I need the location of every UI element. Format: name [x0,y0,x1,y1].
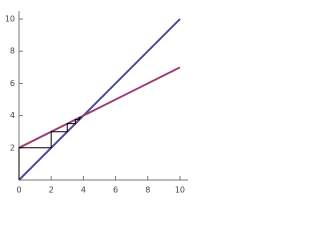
y-tick-label: 2 [10,143,15,152]
x-tick-label: 2 [49,186,54,195]
x-tick-label: 4 [81,186,86,195]
x-tick-label: 8 [145,186,150,195]
x-tick-label: 10 [175,186,185,195]
series-line [18,117,82,180]
y-tick-label: 4 [10,111,15,120]
series-line [18,18,181,181]
y-tick-label: 8 [10,47,15,56]
page: {"chart_data": {"type": "line", "series"… [4,11,188,195]
x-tick-label: 0 [16,186,21,195]
y-tick-label: 10 [5,15,15,24]
y-tick-label: 6 [10,79,15,88]
series-line [18,66,181,149]
chart: 0 2 4 6 8 10 2 4 6 8 10 [5,11,188,195]
x-tick-label: 6 [113,186,118,195]
